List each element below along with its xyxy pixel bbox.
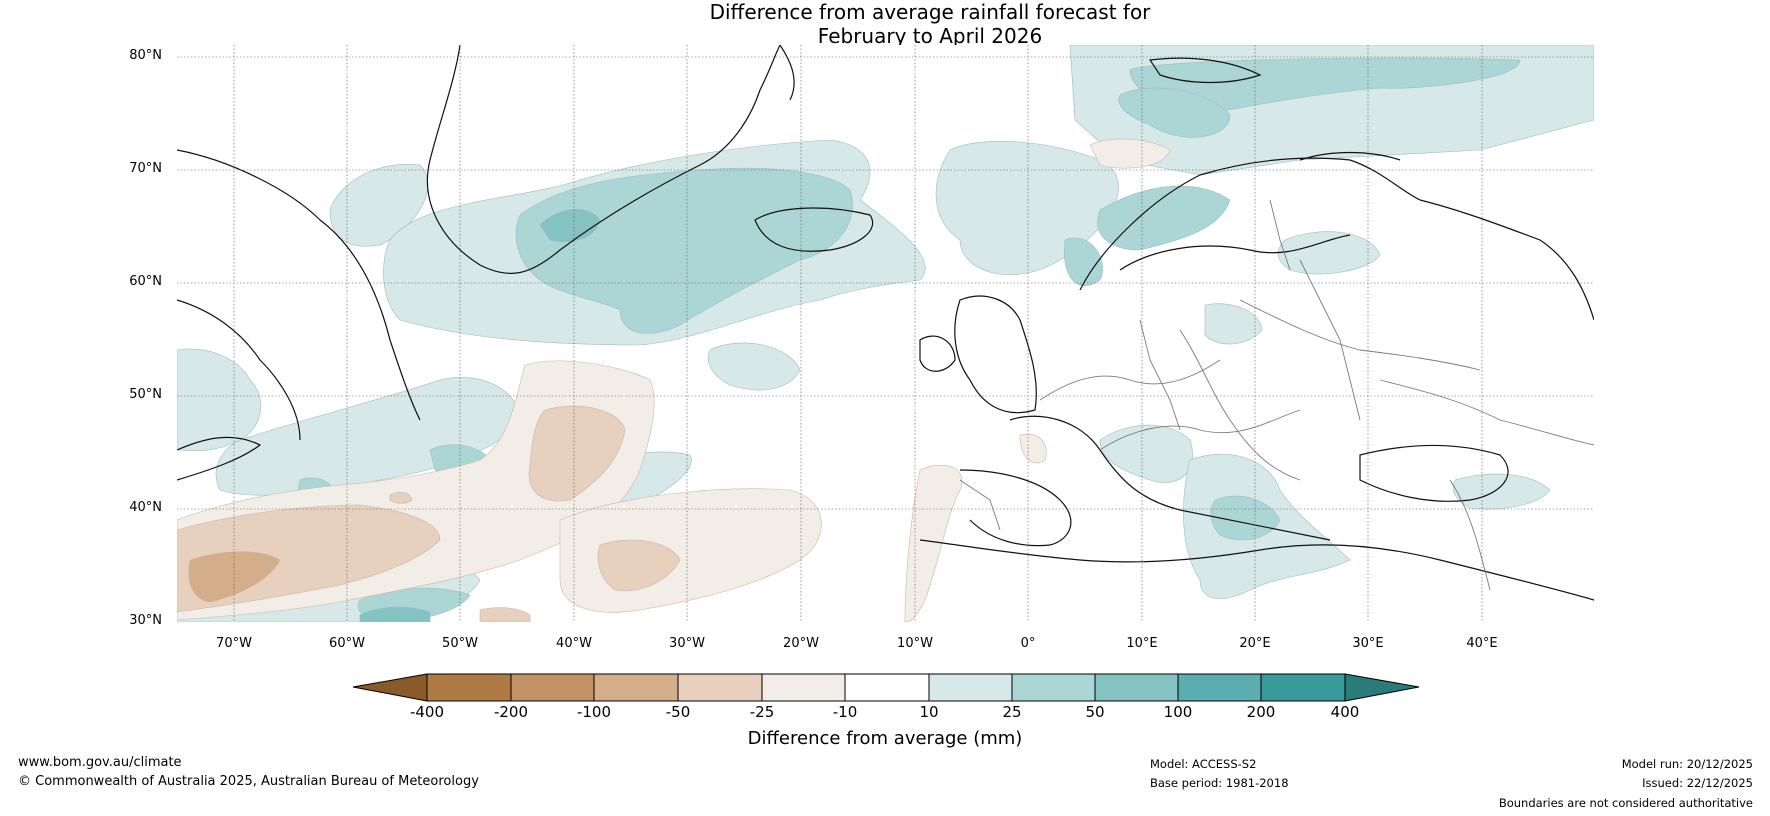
colorbar-tick: -400: [409, 703, 445, 721]
title-line-2: February to April 2026: [817, 24, 1043, 48]
base-period: Base period: 1981-2018: [1150, 776, 1289, 790]
colorbar-title: Difference from average (mm): [747, 728, 1023, 749]
lat-label-70n: 70°N: [129, 161, 162, 176]
colorbar-extend-low: [352, 673, 428, 702]
colorbar-bin: [1261, 674, 1345, 701]
map-title: Difference from average rainfall forecas…: [0, 0, 1770, 48]
colorbar-bin: [427, 674, 511, 701]
colorbar-bin: [1012, 674, 1095, 701]
lon-label-60w: 60°W: [329, 636, 365, 651]
colorbar-bin: [762, 674, 845, 701]
colorbar-bin: [594, 674, 678, 701]
lon-label-40w: 40°W: [556, 636, 592, 651]
colorbar-bin: [929, 674, 1012, 701]
colorbar-tick: -50: [665, 703, 691, 721]
country-borders: [959, 199, 1594, 591]
title-line-1: Difference from average rainfall forecas…: [709, 0, 1151, 24]
website-link[interactable]: www.bom.gov.au/climate: [18, 755, 182, 770]
colorbar-bin: [845, 674, 929, 701]
colorbar-tick: 400: [1330, 703, 1360, 721]
lon-label-10e: 10°E: [1126, 636, 1158, 651]
colorbar-tick: 25: [1002, 703, 1022, 721]
colorbar-extend-high: [1344, 673, 1420, 702]
colorbar-tick: -100: [576, 703, 612, 721]
lon-label-20w: 20°W: [783, 636, 819, 651]
lon-label-40e: 40°E: [1466, 636, 1498, 651]
lon-label-70w: 70°W: [216, 636, 252, 651]
colorbar-tick: 50: [1085, 703, 1105, 721]
map-area: [177, 45, 1594, 622]
colorbar-tick: 10: [919, 703, 939, 721]
wet-anomaly-fields: [177, 45, 1594, 622]
copyright-text: © Commonwealth of Australia 2025, Austra…: [18, 774, 479, 789]
colorbar-bin: [1178, 674, 1261, 701]
colorbar-tick: 200: [1246, 703, 1276, 721]
lon-label-20e: 20°E: [1239, 636, 1271, 651]
lon-label-10w: 10°W: [897, 636, 933, 651]
colorbar-bin: [678, 674, 762, 701]
colorbar-bin: [511, 674, 594, 701]
lat-label-60n: 60°N: [129, 274, 162, 289]
lat-label-40n: 40°N: [129, 500, 162, 515]
colorbar-tick: -10: [832, 703, 858, 721]
lat-label-30n: 30°N: [129, 613, 162, 628]
issued-date: Issued: 22/12/2025: [1642, 776, 1753, 790]
boundaries-disclaimer: Boundaries are not considered authoritat…: [1498, 796, 1753, 810]
coastlines: [177, 45, 1594, 601]
colorbar-tick: 100: [1163, 703, 1193, 721]
lon-label-50w: 50°W: [442, 636, 478, 651]
graticule: [177, 45, 1594, 622]
colorbar: [352, 673, 1420, 702]
lon-label-0: 0°: [1020, 636, 1036, 651]
model-name: Model: ACCESS-S2: [1150, 757, 1257, 771]
lat-label-80n: 80°N: [129, 48, 162, 63]
lon-label-30w: 30°W: [669, 636, 705, 651]
model-run-date: Model run: 20/12/2025: [1621, 757, 1753, 771]
lon-label-30e: 30°E: [1352, 636, 1384, 651]
colorbar-bin: [1095, 674, 1178, 701]
lat-label-50n: 50°N: [129, 387, 162, 402]
colorbar-tick: -25: [749, 703, 775, 721]
colorbar-tick: -200: [493, 703, 529, 721]
dry-anomaly-fields: [177, 138, 1171, 622]
